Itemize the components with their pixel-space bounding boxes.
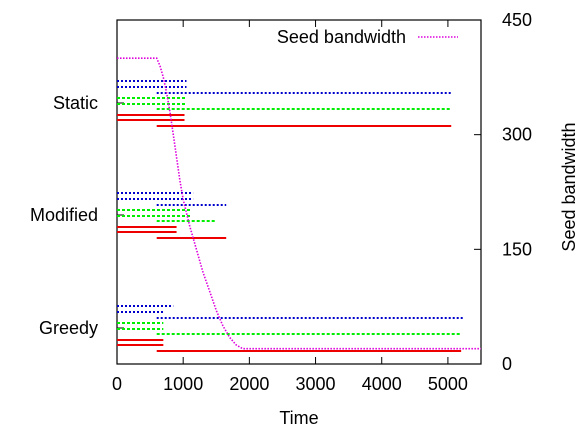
legend-label: Seed bandwidth bbox=[277, 27, 406, 47]
x-tick-label: 4000 bbox=[362, 374, 402, 394]
legend: Seed bandwidth bbox=[277, 27, 458, 47]
group-label: Greedy bbox=[39, 318, 98, 338]
y2-tick-label: 0 bbox=[502, 354, 512, 374]
x-tick-labels: 0 1000 2000 3000 4000 5000 bbox=[112, 374, 468, 394]
plot-frame bbox=[116, 19, 482, 365]
y2-tick-label: 150 bbox=[502, 239, 532, 259]
y2-tick-label: 450 bbox=[502, 10, 532, 30]
x-tick-label: 3000 bbox=[296, 374, 336, 394]
group-labels: Static Modified Greedy bbox=[30, 93, 98, 338]
y2-axis-label: Seed bandwidth bbox=[559, 122, 579, 251]
x-tick-label: 2000 bbox=[229, 374, 269, 394]
y2-tick-label: 300 bbox=[502, 125, 532, 145]
group-label: Modified bbox=[30, 205, 98, 225]
y2-tick-labels: 0 150 300 450 bbox=[502, 10, 532, 374]
group-label: Static bbox=[53, 93, 98, 113]
x-tick-label: 0 bbox=[112, 374, 122, 394]
seed-bandwidth-line bbox=[117, 57, 481, 350]
x-tick-label: 1000 bbox=[163, 374, 203, 394]
plot-area bbox=[116, 19, 482, 365]
x-tick-label: 5000 bbox=[428, 374, 468, 394]
x-axis-label: Time bbox=[279, 408, 318, 428]
